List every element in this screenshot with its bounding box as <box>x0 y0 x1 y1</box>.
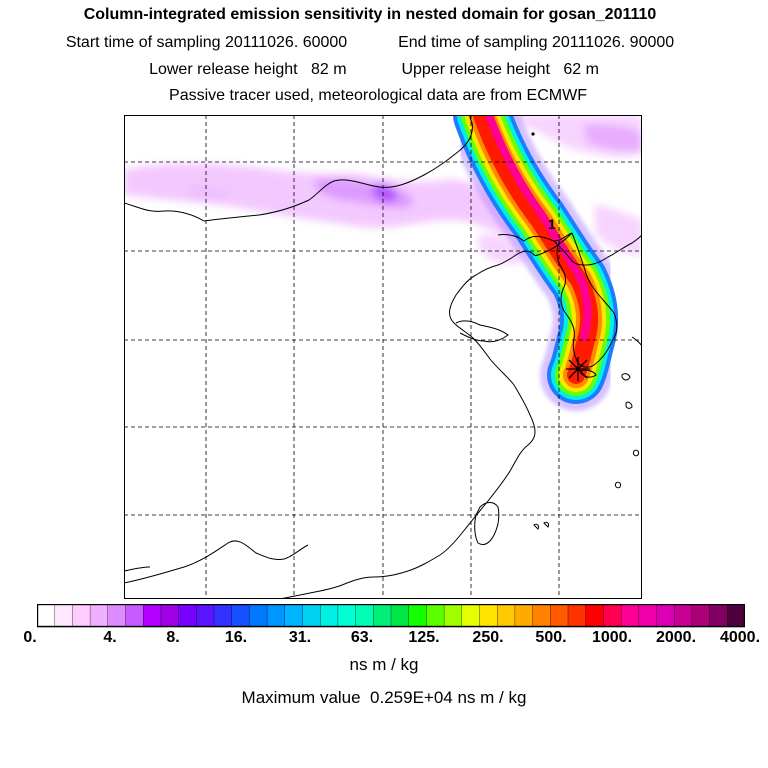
colorbar-cell <box>620 604 640 628</box>
colorbar-cell <box>585 604 605 628</box>
colorbar-tick-label: 16. <box>224 629 248 646</box>
colorbar-cell <box>727 604 745 628</box>
colorbar-cell <box>337 604 357 628</box>
colorbar-cell <box>89 604 109 628</box>
colorbar-cell <box>196 604 215 628</box>
colorbar-cell <box>550 604 569 628</box>
colorbar-cell <box>674 604 693 628</box>
colorbar-cell <box>390 604 410 628</box>
colorbar-tick-label: 4. <box>103 629 117 646</box>
colorbar-cell <box>373 604 392 628</box>
max-value: 0.259E+04 ns m / kg <box>370 688 527 707</box>
colorbar-tick-label: 0. <box>23 629 37 646</box>
colorbar-cell <box>656 604 675 628</box>
colorbar-cell <box>408 604 428 628</box>
colorbar-cell <box>426 604 445 628</box>
colorbar-tick-label: 1000. <box>591 629 633 646</box>
colorbar-cell <box>532 604 552 628</box>
colorbar-cell <box>302 604 321 628</box>
maximum-value-line: Maximum value 0.259E+04 ns m / kg <box>0 688 768 708</box>
upper-height-value: 62 m <box>563 61 599 78</box>
sampling-time-line: Start time of sampling 20111026. 60000 E… <box>0 34 754 52</box>
start-time-value: 20111026. 60000 <box>225 34 348 51</box>
colorbar-cell <box>355 604 375 628</box>
sensitivity-map: 1 <box>124 115 642 599</box>
colorbar-frame <box>37 604 745 628</box>
colorbar-cell <box>54 604 74 628</box>
colorbar-tick-label: 63. <box>350 629 374 646</box>
map-frame <box>124 115 642 599</box>
start-time-label: Start time of sampling <box>65 34 221 51</box>
colorbar-cell <box>72 604 91 628</box>
colorbar-cell <box>461 604 481 628</box>
colorbar-cell <box>37 604 56 628</box>
coastlines <box>124 115 642 599</box>
end-time-value: 20111026. 90000 <box>551 34 675 51</box>
colorbar-cell <box>143 604 162 628</box>
release-height-line: Lower release height 82 m Upper release … <box>0 61 758 79</box>
sensitivity-field-north <box>124 115 642 265</box>
colorbar-tick-label: 125. <box>408 629 440 646</box>
colorbar-cell <box>320 604 339 628</box>
end-time-label: End time of sampling <box>398 34 548 51</box>
colorbar-units: ns m / kg <box>349 655 419 674</box>
lower-height-label: Lower release height <box>149 61 298 78</box>
colorbar-cell <box>284 604 304 628</box>
colorbar-tick-label: 2000. <box>655 629 697 646</box>
colorbar <box>37 604 745 628</box>
colorbar-cell <box>107 604 127 628</box>
lower-height-value: 82 m <box>310 61 347 78</box>
colorbar-cell <box>249 604 268 628</box>
colorbar-cell <box>443 604 463 628</box>
colorbar-tick-label: 250. <box>472 629 504 646</box>
colorbar-cell <box>514 604 534 628</box>
max-value-label: Maximum value <box>241 688 361 707</box>
colorbar-cell <box>603 604 622 628</box>
colorbar-cell <box>213 604 233 628</box>
lat-lon-grid <box>124 115 642 599</box>
colorbar-cell <box>497 604 516 628</box>
colorbar-tick-label: 500. <box>535 629 567 646</box>
colorbar-tick-label: 4000. <box>719 629 761 646</box>
upper-height-label: Upper release height <box>401 61 550 78</box>
plot-title: Column-integrated emission sensitivity i… <box>83 6 657 23</box>
colorbar-cell <box>709 604 729 628</box>
colorbar-cell <box>567 604 587 628</box>
colorbar-cell <box>479 604 498 628</box>
tracer-note: Passive tracer used, meteorological data… <box>169 87 587 104</box>
colorbar-cell <box>638 604 658 628</box>
colorbar-cell <box>266 604 286 628</box>
colorbar-tick-label: 8. <box>166 629 180 646</box>
colorbar-tick-label: 31. <box>288 629 312 646</box>
colorbar-cell <box>160 604 180 628</box>
release-site-marker <box>566 357 590 381</box>
colorbar-cell <box>231 604 251 628</box>
trajectory-point <box>531 132 535 136</box>
colorbar-cell <box>125 604 144 628</box>
sensitivity-plume <box>446 115 626 411</box>
trajectory-marker-label: 1 <box>548 216 556 232</box>
colorbar-cell <box>178 604 198 628</box>
colorbar-cell <box>691 604 711 628</box>
